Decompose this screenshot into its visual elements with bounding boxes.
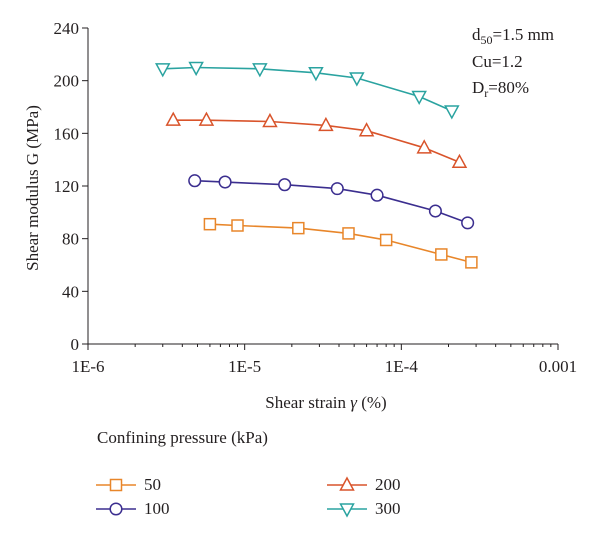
legend-label: 100 — [144, 499, 170, 518]
data-point — [411, 90, 427, 106]
annotation-dr-main: D — [472, 78, 484, 97]
legend-label: 50 — [144, 475, 161, 494]
series-line — [173, 119, 460, 164]
data-point — [330, 182, 344, 196]
annotation-dr-sub: r — [484, 86, 488, 100]
legend-marker-circle-icon — [96, 502, 136, 516]
material-annotations: d50=1.5 mm Cu=1.2 Dr=80% — [472, 25, 554, 100]
series-line — [209, 223, 472, 264]
series-100 — [188, 174, 475, 230]
data-point — [188, 61, 204, 77]
annotation-d50-main: d — [472, 25, 481, 44]
data-point — [461, 216, 475, 230]
annotation-d50-rest: =1.5 mm — [493, 25, 555, 44]
legend-item-300: 300 — [327, 497, 401, 521]
y-tick-label: 80 — [62, 230, 79, 249]
annotation-d50-sub: 50 — [481, 33, 493, 47]
legend-item-50: 50 — [96, 473, 161, 497]
data-point — [278, 178, 292, 192]
x-tick-label: 1E-4 — [385, 357, 419, 376]
data-point — [428, 204, 442, 218]
data-point — [218, 175, 232, 189]
y-tick-label: 240 — [54, 19, 80, 38]
y-tick-label: 120 — [54, 177, 80, 196]
axes: 0 40 80 120 160 200 240 1E-6 1E-5 1E-4 0.001 — [54, 19, 578, 376]
data-point — [154, 63, 171, 78]
y-tick-label: 0 — [71, 335, 80, 354]
legend-marker-triangle-up-icon — [327, 476, 367, 491]
annotation-dr-rest: =80% — [488, 78, 529, 97]
data-point — [308, 67, 324, 82]
data-point — [252, 63, 268, 78]
y-ticks: 0 40 80 120 160 200 240 — [54, 19, 88, 354]
data-point — [292, 221, 305, 235]
chart: 0 40 80 120 160 200 240 1E-6 1E-5 1E-4 0.001 Shea… — [23, 19, 578, 412]
series-50 — [203, 217, 478, 269]
x-axis-title: Shear strain γ (%) — [265, 393, 386, 412]
x-ticks: 1E-6 1E-5 1E-4 0.001 — [71, 344, 577, 376]
series-200 — [165, 111, 468, 169]
x-tick-label: 0.001 — [539, 357, 577, 376]
series-300 — [154, 61, 460, 120]
data-point — [203, 217, 217, 231]
legend-item-200: 200 — [327, 473, 401, 497]
annotation-dr: Dr=80% — [472, 78, 529, 100]
data-point — [370, 188, 384, 202]
legend-title: Confining pressure (kPa) — [97, 428, 268, 447]
x-axis-title-symbol: γ — [350, 393, 358, 412]
series-layer — [154, 61, 478, 269]
legend-item-100: 100 — [96, 497, 170, 521]
y-tick-label: 160 — [54, 124, 80, 143]
y-axis-title: Shear modulus G (MPa) — [23, 105, 42, 271]
data-point — [188, 174, 202, 188]
data-point — [416, 139, 432, 154]
data-point — [358, 122, 375, 137]
x-axis-title-text: Shear strain — [265, 393, 350, 412]
series-line — [162, 66, 453, 112]
legend-marker-triangle-down-icon — [327, 503, 367, 518]
legend-marker-square-icon — [96, 478, 136, 492]
data-point — [444, 105, 460, 120]
data-point — [349, 72, 365, 87]
data-point — [165, 111, 181, 126]
data-point — [318, 116, 334, 132]
y-tick-label: 200 — [54, 72, 80, 91]
legend-label: 300 — [375, 499, 401, 518]
data-point — [198, 111, 215, 126]
x-tick-label: 1E-6 — [71, 357, 104, 376]
annotation-cu: Cu=1.2 — [472, 52, 523, 71]
annotation-d50: d50=1.5 mm — [472, 25, 554, 47]
data-point — [451, 153, 468, 169]
y-tick-label: 40 — [62, 282, 79, 301]
legend-label: 200 — [375, 475, 401, 494]
data-point — [435, 248, 448, 261]
data-point — [231, 219, 244, 232]
data-point — [379, 233, 393, 247]
x-axis-title-unit: (%) — [357, 393, 387, 412]
x-tick-label: 1E-5 — [228, 357, 261, 376]
data-point — [342, 227, 355, 240]
data-point — [465, 256, 478, 269]
data-point — [262, 112, 278, 128]
